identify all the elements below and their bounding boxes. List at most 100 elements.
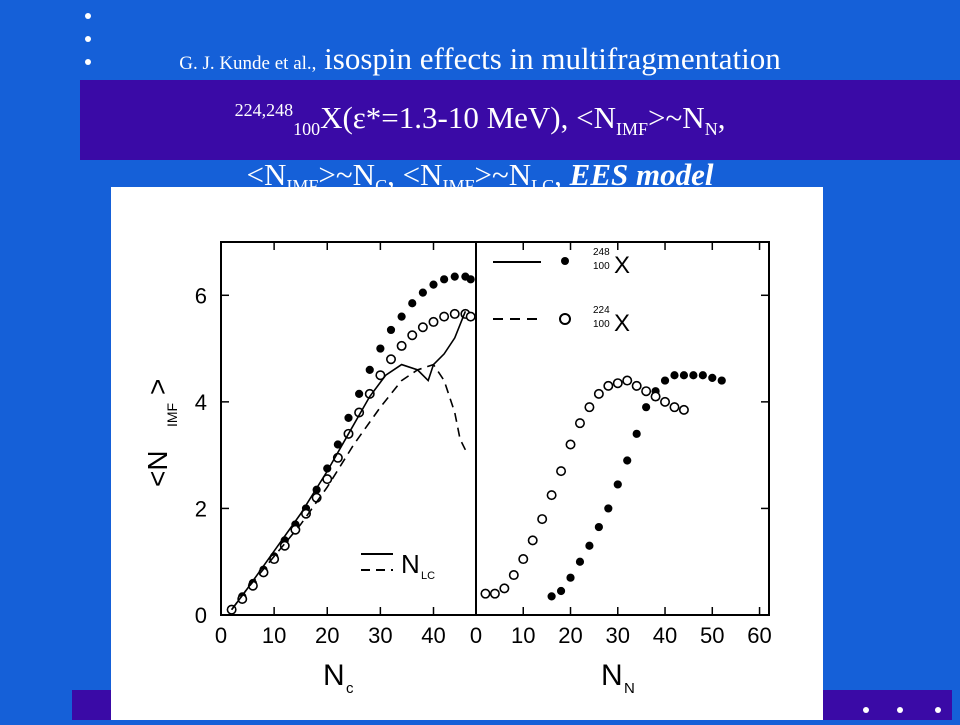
data-point-open [279,540,290,551]
data-point-open [678,404,689,415]
data-point-filled [344,413,353,422]
x-tick-label: 0 [215,623,227,648]
data-point-open [565,439,576,450]
y-label-sub: IMF [164,403,180,427]
x-tick-label: 20 [315,623,339,648]
data-point-filled [466,275,475,284]
comma-lt: , <N [387,157,443,192]
data-point-open [612,378,623,389]
title-line-2: 224,248100X(ε*=1.3-10 MeV), <NIMF>~NN, [0,87,960,152]
nuclei-mass: 224,248 [234,100,294,120]
x-label-right-sub: N [624,680,635,697]
n-sub: N [704,119,718,139]
data-point-open [269,554,280,565]
data-point-open [622,375,633,386]
data-point-open [650,391,661,402]
data-point-filled [594,522,603,532]
comma: , [717,100,726,135]
data-point-filled [632,429,641,438]
legend-224-symbol: X [614,310,630,337]
data-point-open [660,396,671,407]
data-point-open [489,588,500,599]
x-tick-label: 10 [262,623,286,648]
legend-248-symbol: X [614,252,630,279]
x-tick-label: 30 [606,623,630,648]
x-tick-label: 20 [558,623,582,648]
x-tick-label: 40 [653,623,677,648]
data-point-open [584,402,595,413]
data-point-filled [397,312,406,321]
data-point-open [508,570,519,581]
reaction-text: X(ε*=1.3-10 MeV), <N [320,100,617,135]
x-tick-label: 60 [747,623,771,648]
plot-frame [220,241,770,616]
data-point-filled [585,541,594,550]
data-point-open [396,340,407,351]
y-label-n: <N [142,450,173,487]
x-label-left-n: N [323,659,345,692]
y-tick-label: 2 [195,496,207,521]
data-point-filled [566,573,575,582]
data-point-filled [418,288,427,297]
data-point-open [603,380,614,391]
data-point-filled [440,275,449,284]
sim-text: >~N [318,157,376,192]
data-point-open [593,388,604,399]
x-tick-label: 50 [700,623,724,648]
data-point-filled [604,504,613,513]
data-point-open [385,354,396,365]
title-line-1: G. J. Kunde et al., isospin effects in m… [0,36,960,87]
data-point-open [375,370,386,381]
data-point-open [574,418,585,429]
model-line-dashed [230,363,467,611]
data-point-filled [708,373,717,382]
title-band [80,80,960,160]
data-point-filled [429,280,438,289]
data-point-filled [408,299,417,308]
data-point-filled [679,371,689,380]
x-label-right-n: N [601,659,623,692]
data-point-open [301,508,312,519]
x-tick-label: 10 [511,623,535,648]
data-point-filled [450,272,459,281]
bullet-dot [863,707,869,713]
data-point-filled [547,592,556,601]
data-point-filled [376,344,385,353]
data-point-filled [613,480,622,489]
bullet-dot [897,707,903,713]
data-point-open [465,311,476,322]
y-label-close: > [142,379,173,395]
data-point-open [407,330,418,341]
data-point-open [546,490,557,501]
title-topic: isospin effects in multifragmentation [324,41,781,76]
bullet-dot [935,707,941,713]
nlc-sub-label: LC [421,570,435,582]
data-point-open [631,380,642,391]
legend-248-mass: 248 [593,247,610,258]
y-tick-label: 4 [195,390,207,415]
sim-text: >~N [648,100,705,135]
legend: 248 100 X 224 100 X [493,247,630,337]
chart-marks [226,272,726,615]
data-point-filled [355,389,364,398]
data-point-open [518,554,529,565]
data-point-filled [698,371,707,380]
slide-title: G. J. Kunde et al., isospin effects in m… [0,36,960,209]
x-tick-label: 30 [368,623,392,648]
nuclei-charge: 100 [293,119,321,139]
data-point-open [641,386,652,397]
data-point-filled [365,365,374,374]
data-point-filled [623,456,632,465]
model-name: EES model [569,157,714,192]
data-point-open [527,535,538,546]
x-axis-label-left: N c [323,659,354,697]
data-point-filled [642,403,651,412]
data-point-filled [660,376,670,385]
nlc-legend: N LC [361,549,435,582]
y-tick-label: 0 [195,603,207,628]
y-tick-label: 6 [195,283,207,308]
data-point-open [439,311,450,322]
data-point-open [428,316,439,327]
